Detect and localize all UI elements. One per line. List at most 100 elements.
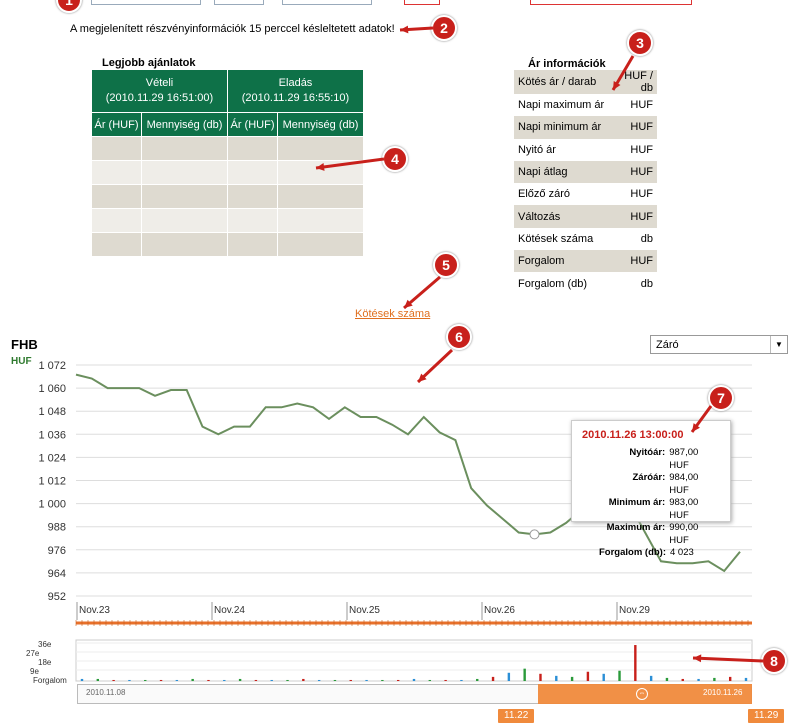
callout-badge: 4	[382, 146, 408, 172]
volume-bar	[728, 676, 732, 681]
volume-bar	[412, 678, 416, 681]
arrow	[399, 25, 434, 34]
volume-bar	[159, 679, 163, 681]
table-row: Előző záró HUF	[514, 183, 657, 206]
volume-bar	[507, 672, 511, 681]
y-tick-label: 1 036	[38, 429, 66, 441]
top-input-3[interactable]	[282, 0, 372, 5]
volume-bar	[365, 679, 368, 681]
volume-bar	[302, 678, 305, 681]
tooltip-row: Maximum ár: 990,00 HUF	[606, 522, 699, 546]
tooltip-row: Nyitóár: 987,00 HUF	[629, 447, 699, 471]
col-qty: Mennyiség (db)	[141, 112, 228, 137]
volume-bar	[713, 677, 716, 681]
chevron-down-icon[interactable]: ▼	[770, 336, 787, 353]
volume-bar	[681, 678, 684, 681]
col-price: Ár (HUF)	[227, 112, 278, 137]
y-tick-label: 952	[48, 591, 66, 603]
top-input-1[interactable]	[91, 0, 201, 5]
top-button-2[interactable]	[530, 0, 692, 5]
price-info-table: Kötés ár / darab HUF / db Napi maximum ár…	[514, 70, 657, 295]
hover-marker	[529, 529, 540, 540]
volume-bar	[207, 679, 210, 681]
volume-bar	[254, 679, 258, 681]
volume-label: 27e	[26, 649, 40, 658]
y-tick-label: 964	[48, 568, 66, 580]
y-tick-label: 1 024	[38, 452, 66, 464]
volume-bar	[144, 679, 147, 681]
trades-count-link[interactable]: Kötések száma	[355, 308, 431, 320]
tooltip-date: 2010.11.26 13:00:00	[582, 429, 684, 441]
table-row: Napi minimum ár HUF	[514, 116, 657, 139]
volume-bar	[523, 668, 526, 681]
callout-badge: 1	[56, 0, 82, 13]
volume-bar	[744, 677, 748, 681]
table-row: Napi maximum ár HUF	[514, 94, 657, 117]
tooltip-row: Forgalom (db): 4 023	[598, 547, 694, 558]
volume-bar	[80, 678, 84, 681]
price-info-title: Ár információk	[528, 58, 606, 70]
y-tick-label: 1 012	[38, 476, 66, 488]
volume-bar	[223, 679, 226, 681]
table-row: Kötés ár / darab HUF / db	[514, 70, 657, 94]
top-button-1[interactable]	[404, 0, 440, 5]
x-tick-label: Nov.24	[214, 605, 245, 616]
volume-bar	[333, 679, 337, 681]
top-input-2[interactable]	[214, 0, 264, 5]
table-row: Nyitó ár HUF	[514, 138, 657, 161]
volume-bar	[175, 679, 179, 681]
volume-bar	[128, 679, 131, 681]
callout-badge: 2	[431, 15, 457, 41]
navigator-right-handle[interactable]: 11.29	[748, 709, 785, 723]
navigator-left-handle[interactable]: 11.22	[498, 709, 535, 723]
volume-bar	[602, 673, 605, 681]
volume-bar	[428, 679, 432, 681]
y-tick-label: 1 000	[38, 499, 66, 511]
y-tick-label: 988	[48, 522, 66, 534]
callout-badge: 5	[433, 252, 459, 278]
x-tick-label: Nov.23	[79, 605, 110, 616]
sell-header: Eladás (2010.11.29 16:55:10)	[227, 69, 364, 113]
x-tick-label: Nov.26	[484, 605, 515, 616]
tooltip-row: Minimum ár: 983,00 HUF	[608, 497, 699, 521]
volume-bar	[555, 675, 558, 681]
volume-bar	[570, 676, 574, 681]
table-row	[91, 208, 364, 233]
arrow	[403, 275, 441, 310]
table-row: Forgalom HUF	[514, 250, 657, 273]
volume-label: Forgalom	[33, 676, 67, 685]
price-type-select[interactable]: Záró ▼	[650, 335, 788, 354]
best-offers-title: Legjobb ajánlatok	[102, 57, 196, 69]
volume-bar	[444, 679, 447, 681]
table-row: Változás HUF	[514, 205, 657, 228]
volume-bar	[649, 675, 653, 681]
table-row: Kötések száma db	[514, 227, 657, 251]
ticker-label: FHB	[11, 337, 38, 352]
volume-bar	[491, 676, 495, 681]
callout-badge: 7	[708, 385, 734, 411]
volume-label: 18e	[38, 658, 52, 667]
volume-bar	[539, 673, 542, 681]
volume-bar	[191, 678, 194, 681]
table-row: Napi átlag HUF	[514, 160, 657, 184]
callout-badge: 8	[761, 648, 787, 674]
price-chart: 1 072 1 060 1 048 1 036 1 024 1 012 1 000 988 97…	[38, 360, 753, 682]
best-offers-table: Vételi (2010.11.29 16:51:00) Eladás (201…	[91, 69, 364, 257]
volume-bar	[396, 679, 400, 681]
volume-label: 9e	[30, 667, 39, 676]
volume-label: 36e	[38, 640, 52, 649]
volume-bar	[618, 670, 621, 681]
y-tick-label: 1 048	[38, 406, 66, 418]
volume-bar	[270, 679, 273, 681]
volume-bar	[476, 678, 479, 681]
drag-handle-icon[interactable]: ⇔	[636, 688, 648, 700]
volume-bar	[349, 679, 352, 681]
volume-bar	[317, 679, 321, 681]
y-tick-label: 976	[48, 545, 66, 557]
navigator-start-date: 2010.11.08	[86, 688, 126, 697]
chart-tooltip: 2010.11.26 13:00:00 Nyitóár: 987,00 HUF Z…	[571, 420, 731, 558]
y-tick-label: 1 060	[38, 383, 66, 395]
table-row	[91, 160, 364, 185]
volume-bar	[381, 679, 384, 681]
x-tick-label: Nov.25	[349, 605, 380, 616]
